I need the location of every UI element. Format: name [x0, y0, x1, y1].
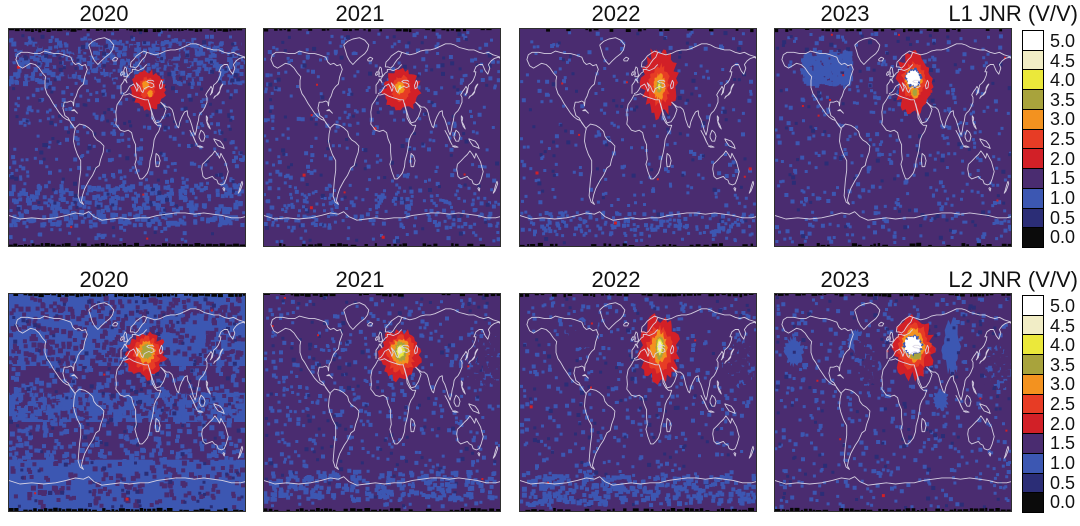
- world-map-svg: [8, 293, 246, 512]
- year-title-l1-2020: 2020: [79, 1, 129, 26]
- colorbar-tick-label: 4.5: [1050, 315, 1076, 336]
- colorbar-band-1.5: [1023, 433, 1043, 453]
- colorbar-band-1.0: [1023, 187, 1043, 208]
- colorbar-tick-label: 0.0: [1050, 492, 1076, 513]
- colorbar-band-0.0: [1023, 492, 1043, 513]
- map-frame: [8, 28, 246, 247]
- map-panel-l2-2020: [8, 293, 246, 512]
- colorbar-band-3.5: [1023, 89, 1043, 109]
- colorbar-tick-label: 5.0: [1050, 30, 1076, 51]
- map-frame: [519, 28, 757, 247]
- world-map-svg: [519, 293, 757, 512]
- colorbar-tick-label: 3.5: [1050, 354, 1076, 375]
- world-map-svg: [519, 28, 757, 247]
- world-map-svg: [774, 28, 1012, 247]
- map-panel-l2-2022: [519, 293, 757, 512]
- colorbar-band-2.0: [1023, 413, 1043, 434]
- map-panel-l1-2021: [263, 28, 501, 247]
- coastlines: [519, 302, 757, 486]
- world-map-svg: [263, 28, 501, 247]
- coastlines: [8, 37, 246, 221]
- year-title-l2-2022: 2022: [591, 267, 641, 292]
- colorbar-l2: [1022, 295, 1044, 513]
- colorbar-tick-label: 5.0: [1050, 295, 1076, 316]
- colorbar-band-3.0: [1023, 108, 1043, 129]
- coastlines: [8, 302, 246, 486]
- colorbar-band-1.5: [1023, 168, 1043, 188]
- year-title-l1-2021: 2021: [335, 1, 385, 26]
- map-panel-l1-2020: [8, 28, 246, 247]
- colorbar-band-4.0: [1023, 69, 1043, 90]
- map-panel-l2-2021: [263, 293, 501, 512]
- colorbar-l1: [1022, 30, 1044, 248]
- world-map-svg: [774, 293, 1012, 512]
- colorbar-band-3.0: [1023, 373, 1043, 394]
- colorbar-tick-label: 0.5: [1050, 207, 1076, 228]
- world-map-svg: [263, 293, 501, 512]
- map-panel-l1-2022: [519, 28, 757, 247]
- colorbar-band-1.0: [1023, 452, 1043, 473]
- year-title-l2-2020: 2020: [79, 267, 129, 292]
- map-panel-l2-2023: [774, 293, 1012, 512]
- colorbar-band-4.0: [1023, 334, 1043, 355]
- colorbar-band-4.5: [1023, 49, 1043, 70]
- colorbar-tick-label: 1.0: [1050, 452, 1076, 473]
- row-label-l1-jnr: L1 JNR (V/V): [948, 1, 1078, 26]
- colorbar-tick-label: 2.5: [1050, 129, 1076, 149]
- map-frame: [263, 28, 501, 247]
- colorbar-tick-label: 4.0: [1050, 70, 1076, 91]
- map-panel-l1-2023: [774, 28, 1012, 247]
- colorbar-tick-label: 4.0: [1050, 335, 1076, 356]
- coastlines: [519, 37, 757, 221]
- coastlines: [774, 302, 1012, 486]
- coastlines: [774, 37, 1012, 221]
- map-frame: [8, 293, 246, 512]
- colorbar-tick-label: 2.0: [1050, 148, 1076, 169]
- colorbar-band-3.5: [1023, 354, 1043, 374]
- map-frame: [263, 293, 501, 512]
- map-frame: [519, 293, 757, 512]
- colorbar-tick-label: 1.0: [1050, 187, 1076, 208]
- coastlines: [263, 37, 501, 221]
- colorbar-band-0.5: [1023, 207, 1043, 228]
- colorbar-tick-label: 2.0: [1050, 413, 1076, 434]
- colorbar-tick-label: 0.5: [1050, 472, 1076, 493]
- colorbar-band-0.0: [1023, 227, 1043, 248]
- colorbar-band-5.0: [1023, 296, 1043, 315]
- colorbar-tick-label: 3.5: [1050, 89, 1076, 110]
- colorbar-band-5.0: [1023, 31, 1043, 50]
- colorbar-band-2.5: [1023, 393, 1043, 414]
- colorbar-band-0.5: [1023, 472, 1043, 493]
- row-label-l2-jnr: L2 JNR (V/V): [948, 267, 1078, 292]
- year-title-l2-2021: 2021: [335, 267, 385, 292]
- colorbar-tick-label: 2.5: [1050, 394, 1076, 414]
- year-title-l2-2023: 2023: [820, 267, 870, 292]
- map-frame: [774, 28, 1012, 247]
- year-title-l1-2023: 2023: [820, 1, 870, 26]
- colorbar-tick-label: 3.0: [1050, 109, 1076, 130]
- colorbar-band-4.5: [1023, 314, 1043, 335]
- year-title-l1-2022: 2022: [591, 1, 641, 26]
- coastlines: [263, 302, 501, 486]
- map-frame: [774, 293, 1012, 512]
- colorbar-tick-label: 4.5: [1050, 50, 1076, 71]
- colorbar-tick-label: 3.0: [1050, 374, 1076, 395]
- colorbar-tick-label: 1.5: [1050, 168, 1076, 189]
- colorbar-band-2.5: [1023, 128, 1043, 149]
- colorbar-tick-label: 1.5: [1050, 433, 1076, 454]
- colorbar-tick-label: 0.0: [1050, 227, 1076, 248]
- world-map-svg: [8, 28, 246, 247]
- colorbar-band-2.0: [1023, 148, 1043, 169]
